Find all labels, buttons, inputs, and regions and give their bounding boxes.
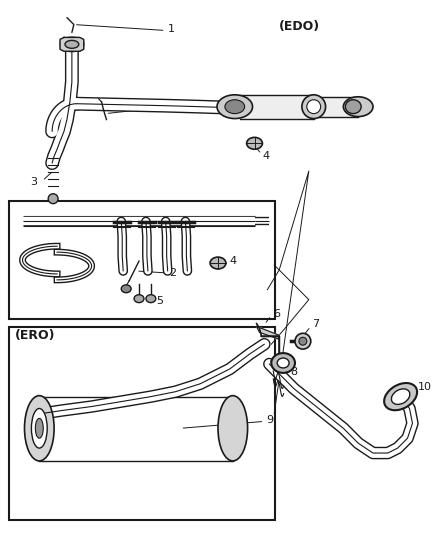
Polygon shape xyxy=(240,95,314,118)
Ellipse shape xyxy=(121,285,131,293)
Ellipse shape xyxy=(271,353,295,373)
Ellipse shape xyxy=(217,95,253,118)
Ellipse shape xyxy=(247,138,262,149)
Bar xyxy=(9,327,275,520)
Text: 1: 1 xyxy=(168,25,175,35)
Text: 3: 3 xyxy=(30,177,37,187)
Ellipse shape xyxy=(295,333,311,349)
Text: 7: 7 xyxy=(312,319,319,329)
Ellipse shape xyxy=(277,358,289,368)
Ellipse shape xyxy=(384,383,417,410)
Ellipse shape xyxy=(392,389,410,405)
Ellipse shape xyxy=(302,95,325,118)
Ellipse shape xyxy=(345,100,361,114)
Text: (ERO): (ERO) xyxy=(14,329,55,342)
Ellipse shape xyxy=(65,41,79,49)
Ellipse shape xyxy=(35,418,43,438)
Polygon shape xyxy=(314,97,358,117)
Text: 2: 2 xyxy=(171,101,178,111)
Ellipse shape xyxy=(25,395,54,461)
Polygon shape xyxy=(39,397,233,461)
Ellipse shape xyxy=(60,37,84,51)
Ellipse shape xyxy=(48,194,58,204)
Ellipse shape xyxy=(32,408,47,448)
Ellipse shape xyxy=(210,257,226,269)
Ellipse shape xyxy=(134,295,144,303)
Bar xyxy=(9,200,275,319)
Text: 6: 6 xyxy=(273,309,280,319)
Ellipse shape xyxy=(343,97,373,117)
Ellipse shape xyxy=(218,395,247,461)
Text: 2: 2 xyxy=(169,268,176,278)
Text: 8: 8 xyxy=(290,367,297,377)
Polygon shape xyxy=(60,37,84,51)
Ellipse shape xyxy=(225,100,245,114)
Text: 4: 4 xyxy=(230,256,237,266)
Polygon shape xyxy=(257,326,279,339)
Text: 4: 4 xyxy=(262,151,269,161)
Text: (EDO): (EDO) xyxy=(279,20,320,33)
Ellipse shape xyxy=(146,295,156,303)
Text: 5: 5 xyxy=(156,296,163,305)
Text: 10: 10 xyxy=(417,382,431,392)
Ellipse shape xyxy=(299,337,307,345)
Ellipse shape xyxy=(307,100,321,114)
Text: 9: 9 xyxy=(266,415,273,425)
